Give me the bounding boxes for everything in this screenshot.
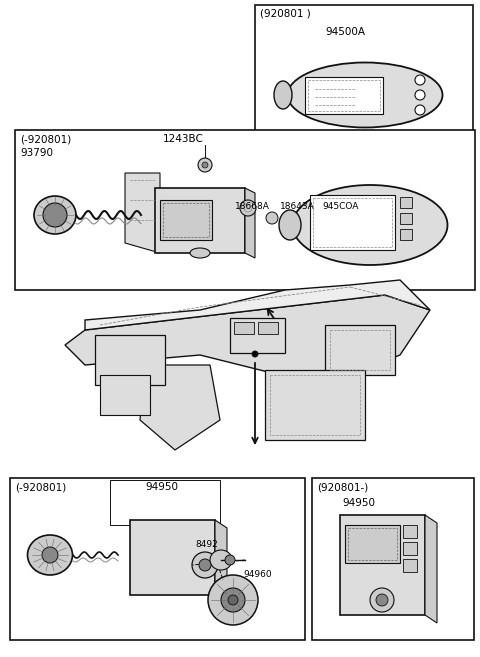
Circle shape [192,552,218,578]
Text: (920801-): (920801-) [317,482,368,492]
Circle shape [376,594,388,606]
Circle shape [199,559,211,571]
Bar [95,335,165,385]
Bar [110,480,220,525]
Bar [325,325,395,375]
Text: 94950: 94950 [342,498,375,508]
Bar [345,525,400,563]
Polygon shape [245,188,255,258]
Ellipse shape [279,210,301,240]
Bar [312,478,474,640]
Bar [15,130,475,290]
Circle shape [198,158,212,172]
Bar [403,559,417,572]
Polygon shape [425,515,437,623]
Ellipse shape [190,248,210,258]
Bar [305,77,383,114]
Circle shape [370,588,394,612]
Circle shape [415,75,425,85]
Polygon shape [65,295,430,375]
Bar [163,203,209,237]
Circle shape [415,90,425,100]
Bar [255,5,473,140]
Text: (-920801): (-920801) [20,134,71,144]
Polygon shape [85,280,430,330]
Polygon shape [140,365,220,450]
Bar [160,200,212,240]
Ellipse shape [292,185,447,265]
Circle shape [225,555,235,565]
Bar [310,195,395,250]
Text: 94950: 94950 [145,482,178,492]
Circle shape [221,588,245,612]
Text: 18668A: 18668A [235,202,270,211]
Ellipse shape [210,550,232,570]
Polygon shape [130,520,215,595]
Circle shape [208,575,258,625]
Ellipse shape [288,62,443,127]
Bar [340,515,425,615]
Text: (-920801): (-920801) [15,482,66,492]
Circle shape [266,212,278,224]
Polygon shape [155,188,245,253]
Text: 945COA: 945COA [322,202,359,211]
Bar [265,370,365,440]
Bar [230,318,285,353]
Bar [400,229,412,240]
Circle shape [43,203,67,227]
Polygon shape [215,520,227,603]
Ellipse shape [34,196,76,234]
Circle shape [252,351,258,357]
Bar [258,322,278,334]
Circle shape [42,547,58,563]
Text: 94500A: 94500A [325,27,365,37]
Text: 93790: 93790 [20,148,53,158]
Text: 18643A: 18643A [280,202,315,211]
Circle shape [202,162,208,168]
Ellipse shape [27,535,72,575]
Text: (920801 ): (920801 ) [260,9,311,19]
Text: 1243BC: 1243BC [163,134,204,144]
Text: 8492: 8492 [195,540,218,549]
Ellipse shape [274,81,292,109]
Bar [10,478,305,640]
Bar [348,528,397,560]
Bar [270,375,360,435]
Bar [330,330,390,370]
Circle shape [240,200,256,216]
Bar [403,525,417,538]
Bar [308,80,380,111]
Circle shape [228,595,238,605]
Bar [234,322,254,334]
Text: 94960: 94960 [243,570,272,579]
Bar [100,375,150,415]
Circle shape [415,105,425,115]
Bar [403,542,417,555]
Bar [400,213,412,224]
Bar [400,197,412,208]
Bar [313,198,392,247]
Polygon shape [125,173,160,253]
